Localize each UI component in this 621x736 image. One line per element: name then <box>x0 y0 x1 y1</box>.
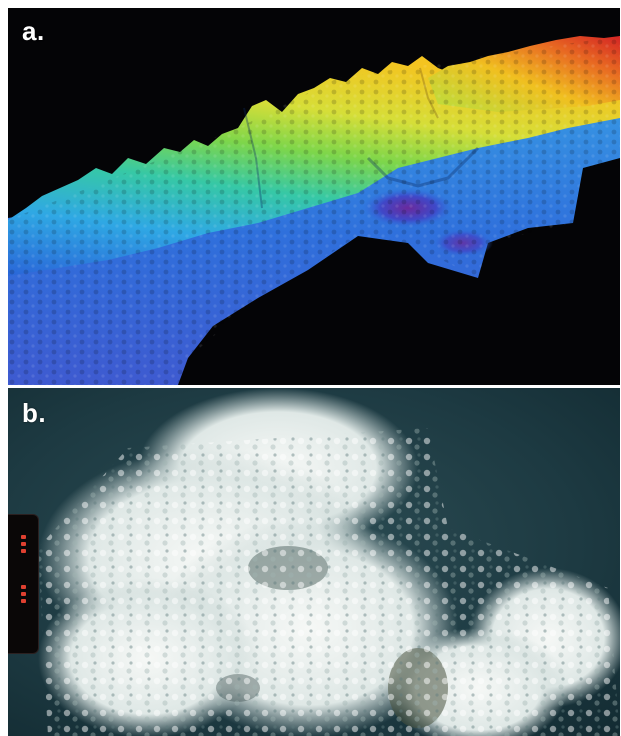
coral-photo <box>8 388 620 736</box>
panel-a-label: a. <box>22 16 45 46</box>
gauge-indicator-top <box>21 535 26 556</box>
camera-gauge-overlay <box>8 514 39 654</box>
gauge-indicator-bottom <box>21 585 26 606</box>
panel-a-bathymetry-image: a. <box>8 8 620 385</box>
bathymetry-rendering <box>8 36 620 385</box>
panel-b-coral-photo: b. <box>8 388 620 736</box>
panel-b-label: b. <box>22 398 47 428</box>
